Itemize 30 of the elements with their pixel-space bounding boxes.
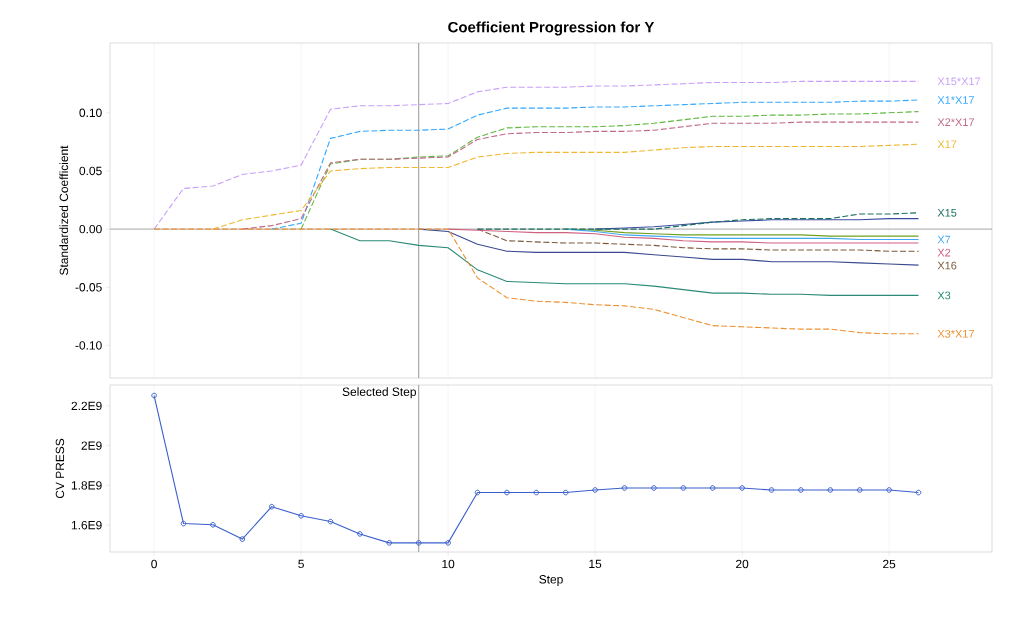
y-tick-label: 0.00	[79, 224, 102, 234]
x-axis-title: Step	[539, 575, 563, 586]
y-tick-label: 0.05	[79, 166, 102, 176]
y-tick-label: -0.05	[75, 283, 102, 292]
y-tick-label: 1.8E9	[71, 481, 102, 490]
y-axis-title: CV PRESS	[55, 438, 65, 499]
series-label: X7	[937, 235, 951, 244]
series-label: X1*X17	[937, 96, 974, 104]
y-tick-label: 1.6E9	[71, 520, 102, 530]
x-tick-label: 25	[883, 559, 896, 569]
x-tick-label: 10	[442, 559, 455, 569]
y-tick-label: 2.2E9	[71, 401, 102, 411]
series-label: X17	[937, 140, 957, 148]
x-tick-label: 5	[298, 559, 304, 569]
series-label: X3	[937, 291, 951, 300]
series-label: X2*X17	[937, 118, 974, 126]
ref-line-label: Selected Step	[342, 387, 416, 399]
series-label: X2	[937, 248, 951, 257]
y-tick-label: 2E9	[81, 441, 102, 450]
series-label: X15	[937, 209, 957, 217]
y-tick-label: 0.10	[79, 108, 102, 118]
series-label: X16	[937, 261, 957, 270]
x-tick-label: 20	[736, 559, 749, 569]
x-tick-label: 0	[151, 559, 157, 569]
x-tick-label: 15	[589, 559, 602, 569]
chart-title: Coefficient Progression for Y	[448, 21, 655, 36]
series-label: X3*X17	[937, 329, 974, 338]
y-tick-label: -0.10	[75, 341, 102, 350]
series-label: X15*X17	[937, 77, 981, 86]
y-axis-title: Standardized Coefficient	[59, 145, 69, 275]
